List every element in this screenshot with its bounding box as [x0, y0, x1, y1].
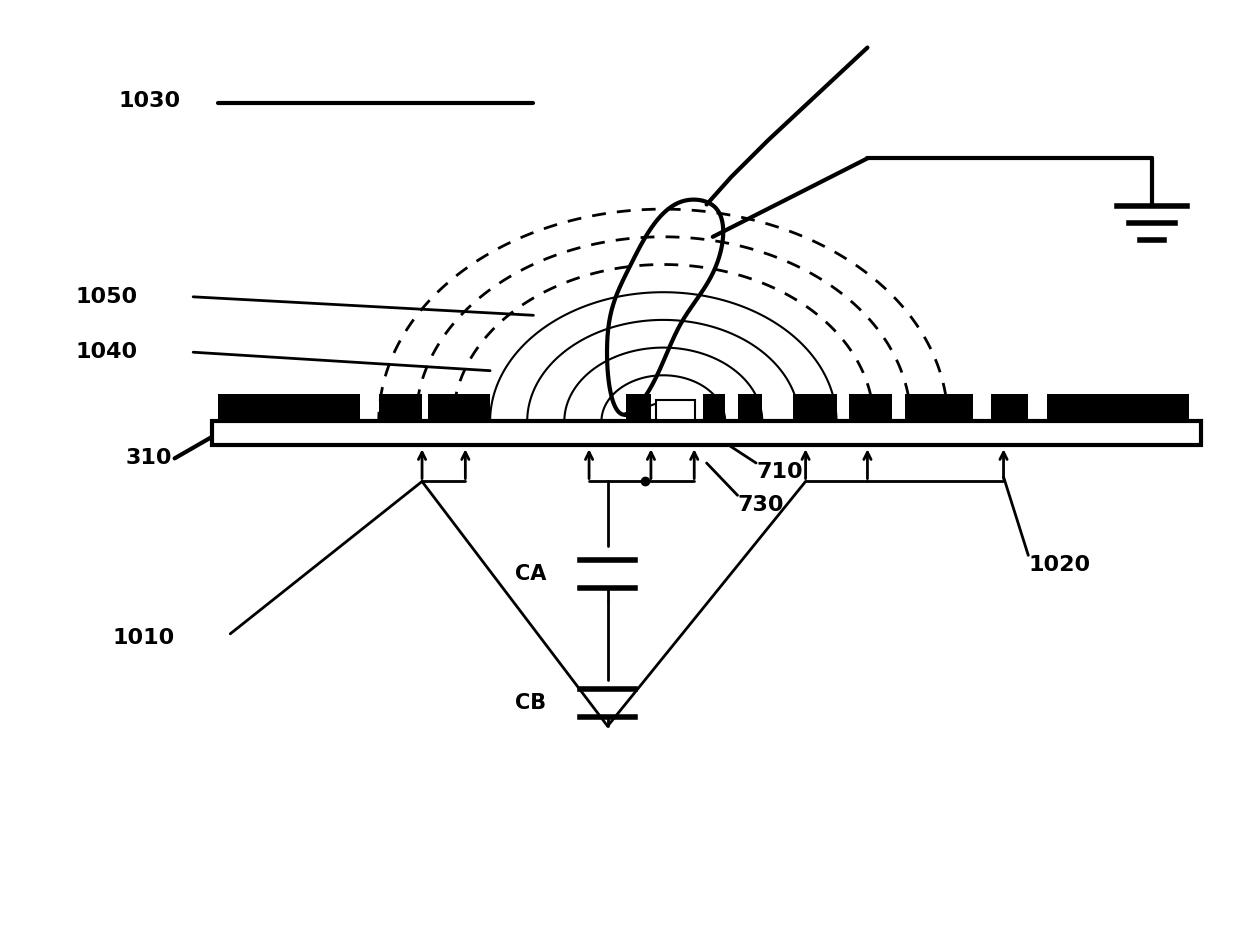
Bar	[849, 394, 893, 421]
Text: 1050: 1050	[76, 287, 138, 307]
Bar	[794, 394, 837, 421]
Text: 310: 310	[125, 448, 171, 469]
Text: 1010: 1010	[113, 629, 175, 648]
Text: 1020: 1020	[1028, 555, 1090, 574]
Text: 1040: 1040	[76, 343, 138, 362]
Bar	[991, 394, 1028, 421]
Bar	[218, 394, 360, 421]
Text: CA: CA	[515, 564, 546, 583]
Bar	[738, 394, 763, 421]
Bar	[904, 394, 972, 421]
Bar	[656, 400, 696, 419]
Text: 1030: 1030	[119, 91, 181, 111]
Bar	[626, 394, 651, 421]
Text: CB: CB	[515, 693, 546, 713]
Bar	[1047, 394, 1189, 421]
Text: 730: 730	[738, 494, 784, 515]
Bar	[212, 421, 1202, 444]
Bar	[703, 394, 725, 421]
Bar	[378, 394, 422, 421]
Bar	[428, 394, 490, 421]
Text: 710: 710	[756, 462, 802, 482]
